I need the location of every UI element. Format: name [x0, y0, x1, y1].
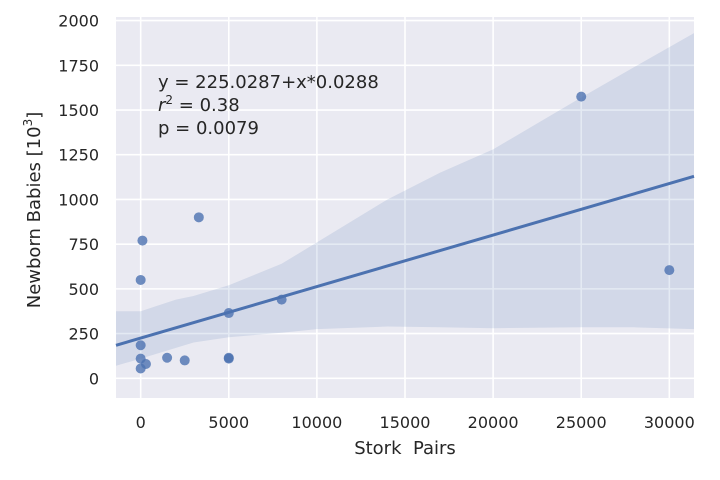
r-squared-annotation: r2 = 0.38: [158, 93, 240, 116]
y-tick-label: 1250: [58, 146, 99, 165]
data-point: [162, 352, 173, 363]
regression-fit-line: [115, 174, 695, 347]
regression-equation: y = 225.0287+x*0.0288: [158, 72, 379, 93]
y-tick-label: 500: [68, 280, 99, 299]
data-point: [223, 352, 234, 363]
x-tick-label: 25000: [556, 413, 607, 432]
r-squared-symbol: r: [158, 95, 167, 116]
x-tick-label: 30000: [644, 413, 695, 432]
data-point: [135, 340, 146, 351]
confidence-band-area: [116, 33, 694, 366]
data-point: [179, 355, 190, 366]
y-tick-label: 750: [68, 235, 99, 254]
data-point: [276, 294, 287, 305]
data-point: [223, 308, 234, 319]
x-tick-label: 0: [136, 413, 146, 432]
y-tick-label: 1500: [58, 101, 99, 120]
scatter-points: [135, 91, 675, 374]
x-tick-labels: 0 5000 10000 15000 20000 25000 30000: [136, 413, 695, 432]
y-axis-label-exponent: 3: [21, 119, 35, 127]
x-tick-label: 5000: [208, 413, 249, 432]
y-axis-label-base: Newborn Babies [10: [24, 126, 45, 308]
x-tick-label: 10000: [291, 413, 342, 432]
x-axis-label: Stork Pairs: [354, 438, 456, 459]
y-tick-label: 250: [68, 325, 99, 344]
y-axis-label: Newborn Babies [103]: [21, 112, 45, 309]
y-tick-label: 1000: [58, 190, 99, 209]
confidence-band: [116, 33, 694, 366]
y-tick-label: 2000: [58, 12, 99, 31]
x-tick-label: 20000: [468, 413, 519, 432]
data-point: [135, 363, 146, 374]
data-point: [137, 235, 148, 246]
data-point: [576, 91, 587, 102]
y-axis-label-close: ]: [24, 112, 45, 119]
grid-lines: [116, 17, 694, 398]
r-squared-value: = 0.38: [173, 95, 240, 116]
x-tick-label: 15000: [380, 413, 431, 432]
data-point: [193, 212, 204, 223]
y-tick-label: 0: [89, 369, 99, 388]
data-point: [664, 265, 675, 276]
r-squared-exponent: 2: [165, 93, 173, 107]
y-tick-labels: 0 250 500 750 1000 1250 1500 1750 2000: [58, 12, 99, 389]
data-point: [135, 274, 146, 285]
regression-line: [115, 174, 695, 347]
p-value-annotation: p = 0.0079: [158, 118, 259, 139]
y-tick-label: 1750: [58, 56, 99, 75]
